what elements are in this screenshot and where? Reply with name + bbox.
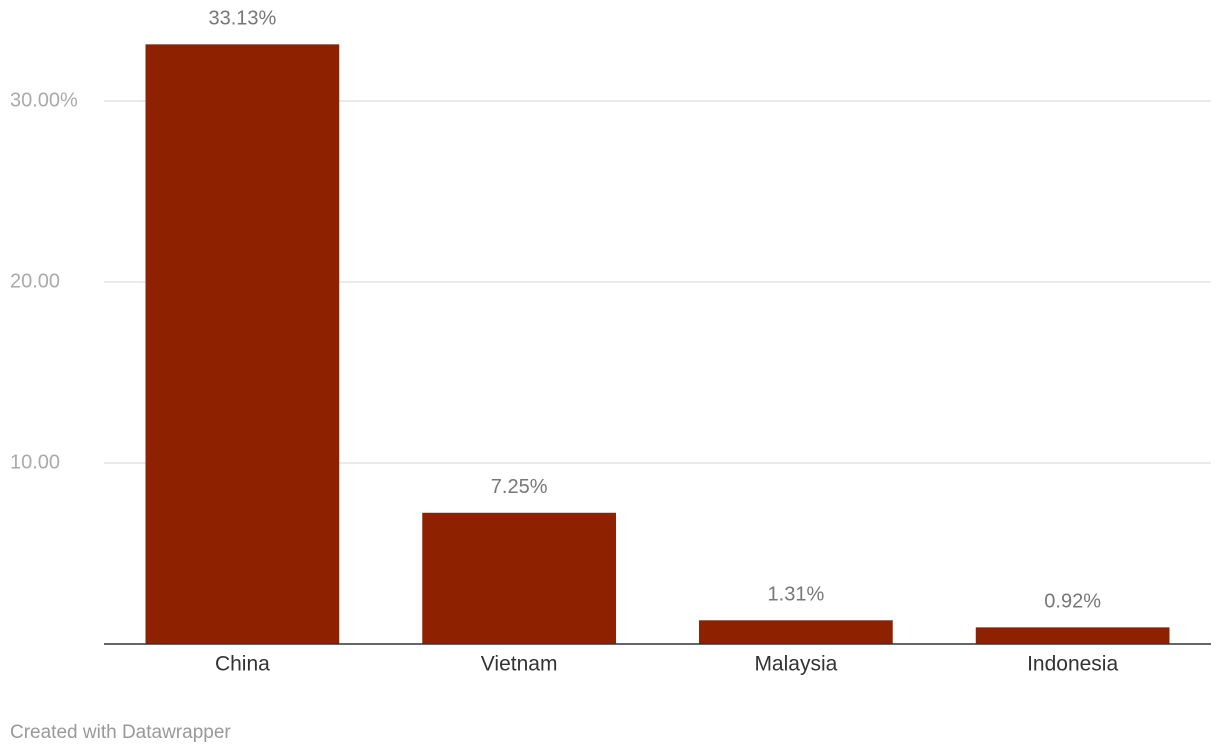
value-label: 0.92%: [1044, 591, 1101, 613]
value-label: 7.25%: [491, 476, 548, 498]
y-tick-label: 10.00: [10, 451, 60, 473]
y-tick-label: 20.00: [10, 270, 60, 292]
bar: [975, 627, 1170, 644]
bar: [145, 44, 340, 645]
footer: Created with Datawrapper: [10, 722, 231, 743]
value-label: 1.31%: [768, 584, 825, 606]
x-tick-label: Vietnam: [481, 653, 558, 676]
bar: [422, 512, 616, 644]
x-tick-label: China: [215, 653, 270, 676]
x-tick-label: Malaysia: [754, 653, 837, 676]
bar: [699, 620, 893, 644]
x-tick-label: Indonesia: [1027, 653, 1118, 676]
y-tick-label: 30.00%: [10, 89, 78, 111]
value-label: 33.13%: [208, 8, 276, 30]
